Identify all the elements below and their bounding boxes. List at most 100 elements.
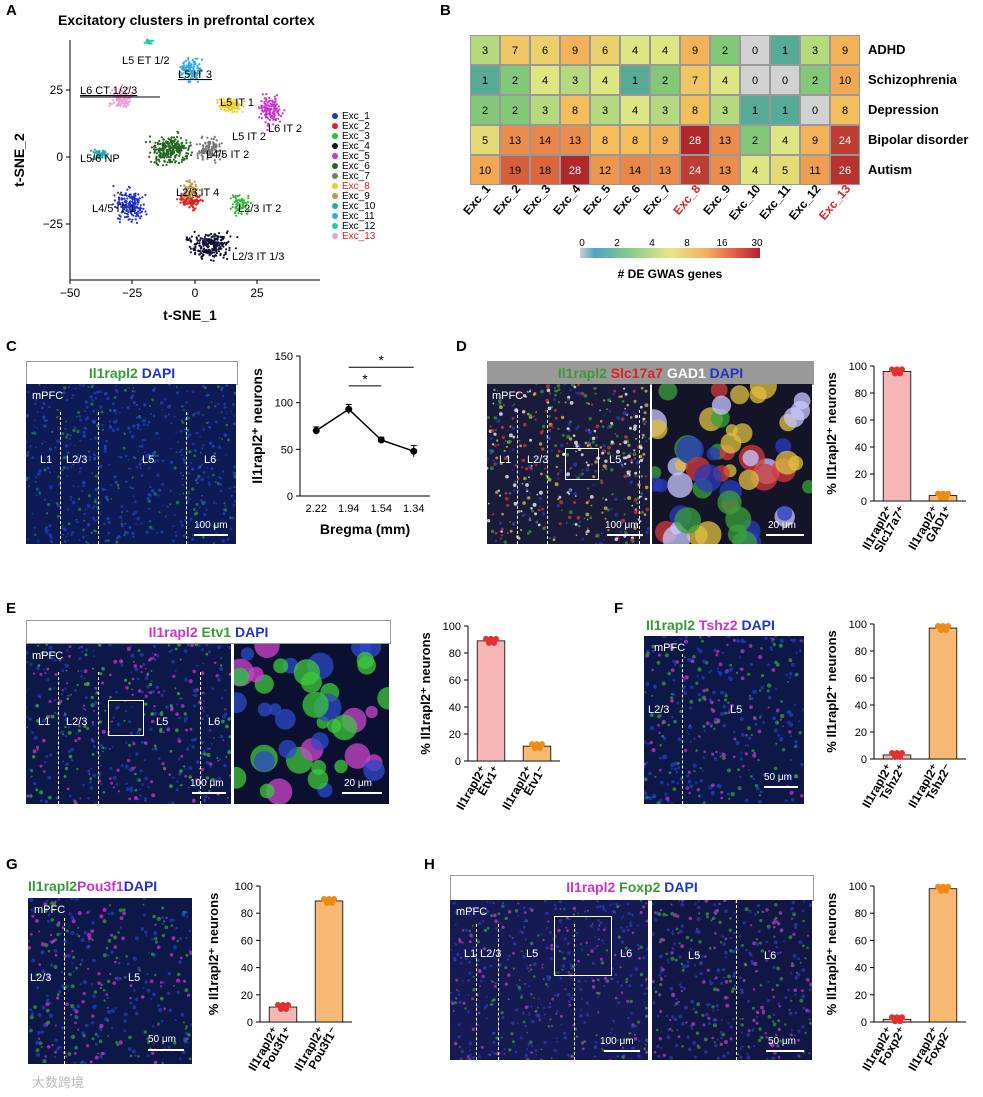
heatmap-cell: 7 [680,65,710,95]
y-tick-label: 60 [241,935,253,947]
heatmap-cell: 13 [650,155,680,185]
heatmap-cell: 5 [770,155,800,185]
sig-star: * [362,371,368,387]
panel-h-micrograph-left: mPFC L1 L2/3 L5 L6 100 μm [450,900,648,1060]
heatmap-cell: 18 [530,155,560,185]
cluster-Exc_12 [143,38,155,45]
heatmap-cell: 24 [830,125,860,155]
legend-item: Exc_7 [332,172,412,182]
heatmap-cell: 4 [770,125,800,155]
x-tick-label: 0 [192,286,199,300]
region-label: mPFC [654,642,686,654]
heatmap-cell: 4 [530,65,560,95]
layer-l23: L2/3 [66,454,88,466]
y-tick-label: 20 [241,990,253,1002]
panel-d-chart: 020406080100Il1rapl2⁺Slc17a7⁺Il1rapl2⁺GA… [824,361,966,555]
legend-swatch [332,213,338,220]
cluster-Exc_4 [185,230,239,262]
y-tick-label: 0 [56,150,63,164]
heatmap-cell: 3 [650,95,680,125]
heatmap-cell: 2 [470,95,500,125]
legend-label: Exc_4 [342,141,370,152]
legend-item: Exc_13 [332,232,412,242]
header-stain-0: Il1rapl2 [88,365,138,381]
cluster-label: L5 IT 1 [220,97,254,109]
y-tick-label: 40 [855,700,867,712]
panel-d-header: Il1rapl2 Slc17a7 GAD1 DAPI [487,361,814,385]
layer-boundary [574,924,575,1060]
legend-swatch [332,203,338,210]
data-point [312,427,320,435]
header-stain-1: Foxp2 [615,879,661,895]
heatmap-cell: 13 [560,125,590,155]
heatmap-cell: 10 [470,155,500,185]
cluster-Exc_5 [257,93,286,131]
legend-label: Exc_8 [342,181,370,192]
legend-label: Exc_11 [342,211,375,222]
tissue-texture [234,644,389,804]
heatmap-col-label: Exc_4 [550,185,583,218]
heatmap-cell: 24 [680,155,710,185]
scalebar [148,1049,184,1051]
data-point [285,1002,291,1009]
heatmap-cell: 0 [800,95,830,125]
legend-label: Exc_12 [342,221,376,232]
header-stain-1: Pou3f1 [77,878,124,894]
legend-swatch [332,173,338,180]
y-tick-label: 60 [855,935,867,947]
scalebar-label: 100 μm [605,520,639,531]
panel-e-chart: 020406080100Il1rapl2⁺Etv1⁺Il1rapl2⁺Etv1⁻… [418,621,560,812]
panel-g-micrograph: Il1rapl2Pou3f1DAPI mPFC L2/3 L5 50 μm [28,874,192,1064]
panel-c-letter: C [6,338,17,355]
layer-boundary [682,654,683,804]
layer-boundary [60,412,61,544]
legend-item: Exc_8 [332,182,412,192]
heatmap-cell: 28 [560,155,590,185]
tsne-legend: Exc_1 Exc_2 Exc_3 Exc_4 Exc_5 Exc_6 Exc_7 Exc_8… [332,112,412,242]
panel-h-header: Il1rapl2 Foxp2 DAPI [450,875,814,901]
x-tick-label: −25 [122,286,143,300]
data-point [377,436,385,444]
cluster-label: L4/5 IT 2 [206,149,249,161]
y-axis-label: % Il1rapl2⁺ neurons [206,893,221,1015]
heatmap-cell: 7 [500,35,530,65]
colorbar-label: # DE GWAS genes [618,267,723,281]
scalebar [194,534,228,536]
y-tick-label: 40 [449,702,461,714]
panel-e-letter: E [6,600,17,617]
panel-c-chart: 0 50 100 150 2.22 1.94 1.54 1.34 * * Bregma (mm) Il… [249,351,430,537]
cluster-Exc_1 [111,184,148,224]
y-axis-label: % Il1rapl2⁺ neurons [824,372,839,494]
layer-boundary [547,410,548,544]
heatmap-cell: 0 [770,65,800,95]
panel-d-micrograph-right: 20 μm [652,384,812,544]
header-stain-0: Il1rapl2 [557,365,607,381]
y-axis-label: % Il1rapl2⁺ neurons [824,893,839,1015]
y-tick-label: −25 [43,217,64,231]
panel-h-letter: H [424,856,435,873]
layer-boundary [498,924,499,1060]
heatmap-col-label: Exc_7 [640,185,673,218]
tissue-texture [26,384,236,544]
data-point [899,749,905,756]
cluster-Exc_3 [229,194,252,217]
heatmap-cell: 9 [680,35,710,65]
panel-e-header: Il1rapl2 Etv1 DAPI [26,620,391,644]
cluster-label: L2/3 IT 4 [176,187,219,199]
y-tick-label: 25 [50,83,64,97]
legend-label: Exc_10 [342,201,376,212]
cluster-Exc_11 [178,56,203,84]
legend-label: Exc_2 [342,121,370,132]
heatmap-cell: 13 [710,155,740,185]
legend-swatch [332,223,338,230]
scalebar [764,786,798,788]
scalebar [192,792,226,794]
y-tick-label: 60 [449,675,461,687]
heatmap-col-label: Exc_2 [490,185,523,218]
heatmap-row-label: Autism [868,162,913,177]
scalebar [607,534,643,536]
y-tick-label: 40 [855,442,867,454]
colorbar-tick: 8 [684,238,690,249]
heatmap-col-label: Exc_1 [460,185,493,218]
y-tick-label: 80 [449,648,461,660]
